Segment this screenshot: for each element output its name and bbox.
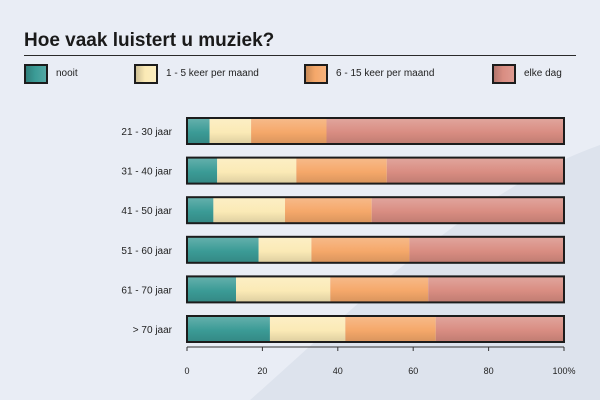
- bar-segment: [386, 157, 564, 184]
- bar-segment: [409, 236, 564, 263]
- bar-segment: [187, 276, 237, 303]
- category-label: 41 - 50 jaar: [121, 206, 172, 217]
- x-tick-label: 0: [184, 366, 189, 376]
- bar-outline: [186, 156, 565, 185]
- legend-swatch-nooit: [24, 64, 48, 84]
- bar-outline: [186, 196, 565, 225]
- bar-segment: [428, 276, 564, 303]
- category-label: 51 - 60 jaar: [121, 246, 172, 257]
- x-tick-label: 40: [333, 366, 343, 376]
- bar-segment: [258, 236, 312, 263]
- bar-segment: [213, 197, 286, 224]
- category-label: 21 - 30 jaar: [121, 127, 172, 138]
- legend-label-1-5-keer: 1 - 5 keer per maand: [166, 68, 259, 79]
- bar-segment: [251, 118, 327, 144]
- bar-outline: [186, 315, 565, 343]
- category-label: > 70 jaar: [133, 325, 173, 336]
- legend-label-6-15-keer: 6 - 15 keer per maand: [336, 68, 435, 79]
- bar-outline: [186, 275, 565, 304]
- chart-title: Hoe vaak luistert u muziek?: [24, 30, 275, 51]
- bar-segment: [330, 276, 429, 303]
- legend-swatch-6-15-keer: [304, 64, 328, 84]
- x-tick-label: 80: [484, 366, 494, 376]
- bar-segment: [285, 197, 372, 224]
- bar-segment: [187, 236, 259, 263]
- bar-segment: [209, 118, 252, 144]
- bar-segment: [187, 197, 214, 224]
- legend-swatch-1-5-keer: [134, 64, 158, 84]
- title-divider: [24, 55, 576, 56]
- bar-segment: [236, 276, 331, 303]
- bar-segment: [187, 316, 270, 342]
- bar-segment: [345, 316, 436, 342]
- legend-swatch-elke-dag: [492, 64, 516, 84]
- bar-segment: [217, 157, 297, 184]
- bar-segment: [435, 316, 564, 342]
- bar-segment: [326, 118, 564, 144]
- bar-segment: [371, 197, 564, 224]
- bar-segment: [296, 157, 387, 184]
- legend-label-nooit: nooit: [56, 68, 78, 79]
- x-tick-label: 60: [408, 366, 418, 376]
- category-label: 31 - 40 jaar: [121, 167, 172, 178]
- bar-segment: [269, 316, 346, 342]
- bar-segment: [187, 157, 218, 184]
- legend-label-elke-dag: elke dag: [524, 68, 562, 79]
- x-tick-label: 20: [257, 366, 267, 376]
- bar-outline: [186, 117, 565, 145]
- category-label: 61 - 70 jaar: [121, 285, 172, 296]
- bar-outline: [186, 235, 565, 264]
- bar-segment: [187, 118, 210, 144]
- bar-segment: [311, 236, 410, 263]
- legend: nooit 1 - 5 keer per maand 6 - 15 keer p…: [24, 64, 576, 88]
- x-tick-label: 100%: [552, 366, 575, 376]
